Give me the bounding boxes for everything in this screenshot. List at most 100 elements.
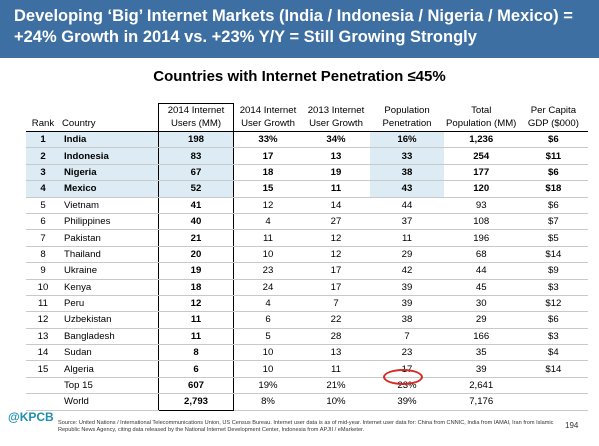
cell-pop: 30 <box>444 295 519 313</box>
table-row: 7 Pakistan 21 11 12 11 196 $5 <box>26 229 589 247</box>
cell-rank: 15 <box>26 360 60 378</box>
cell-g13: 21% <box>302 376 370 395</box>
cell-rank: 8 <box>26 246 60 264</box>
cell-label: Top 15 <box>60 376 159 395</box>
cell-gdp: $14 <box>518 360 589 378</box>
cell-country: Thailand <box>60 246 159 264</box>
cell-pen: 33 <box>370 147 444 165</box>
cell-gdp: $9 <box>518 262 589 280</box>
cell-rank: 6 <box>26 213 60 231</box>
col-rank: Rank <box>26 103 60 132</box>
cell-gdp: $7 <box>518 213 589 231</box>
col-population: Total Population (MM) <box>444 103 519 132</box>
col-gdp: Per Capita GDP ($000) <box>518 103 589 132</box>
cell-rank: 4 <box>26 180 60 198</box>
slide-title: Developing ‘Big’ Internet Markets (India… <box>0 0 599 58</box>
cell-gdp: $18 <box>518 180 589 198</box>
col-country: Country <box>60 103 159 132</box>
cell-pop: 68 <box>444 246 519 264</box>
table-title: Countries with Internet Penetration ≤45% <box>153 68 446 85</box>
cell-pen: 7 <box>370 328 444 346</box>
cell-pen: 38 <box>370 164 444 182</box>
col-users: 2014 Internet Users (MM) <box>158 103 234 132</box>
cell-rank: 1 <box>26 131 60 149</box>
table-row: 14 Sudan 8 10 13 23 35 $4 <box>26 344 589 362</box>
cell-ug: 15 <box>233 180 302 198</box>
table-row: 10 Kenya 18 24 17 39 45 $3 <box>26 279 589 296</box>
cell-g13: 34% <box>302 131 370 149</box>
table-row: 3 Nigeria 67 18 19 38 177 $6 <box>26 164 589 182</box>
cell-pop: 29 <box>444 311 519 329</box>
cell-pen: 44 <box>370 197 444 214</box>
cell-ug: 8% <box>233 393 302 411</box>
totals-row: World 2,793 8% 10% 39% 7,176 <box>26 393 589 411</box>
cell-pop: 44 <box>444 262 519 280</box>
cell-g13: 17 <box>302 262 370 280</box>
cell-users: 18 <box>158 279 234 296</box>
cell-country: Pakistan <box>60 229 159 247</box>
cell-ug: 18 <box>233 164 302 182</box>
cell-g13: 19 <box>302 164 370 182</box>
cell-pen: 38 <box>370 311 444 329</box>
cell-empty <box>26 376 60 395</box>
cell-country: Uzbekistan <box>60 311 159 329</box>
cell-gdp: $6 <box>518 164 589 182</box>
cell-gdp: $12 <box>518 295 589 313</box>
cell-country: Algeria <box>60 360 159 378</box>
cell-g13: 11 <box>302 180 370 198</box>
cell-ug: 23 <box>233 262 302 280</box>
cell-g13: 14 <box>302 197 370 214</box>
cell-country: Sudan <box>60 344 159 362</box>
cell-users: 11 <box>158 328 234 346</box>
cell-pen: 23 <box>370 344 444 362</box>
cell-g13: 22 <box>302 311 370 329</box>
cell-pop: 39 <box>444 360 519 378</box>
cell-gdp: $6 <box>518 197 589 214</box>
cell-empty <box>26 393 60 411</box>
table-row: 13 Bangladesh 11 5 28 7 166 $3 <box>26 328 589 346</box>
cell-g13: 13 <box>302 147 370 165</box>
cell-country: Bangladesh <box>60 328 159 346</box>
cell-users: 607 <box>158 376 234 395</box>
cell-users: 20 <box>158 246 234 264</box>
cell-pop: 196 <box>444 229 519 247</box>
highlight-circle <box>383 369 423 385</box>
cell-ug: 19% <box>233 376 302 395</box>
cell-ug: 33% <box>233 131 302 149</box>
cell-gdp: $6 <box>518 131 589 149</box>
table-header-row: Rank Country 2014 Internet Users (MM) 201… <box>26 103 589 132</box>
cell-users: 2,793 <box>158 393 234 411</box>
table-row: 12 Uzbekistan 11 6 22 38 29 $6 <box>26 311 589 329</box>
table-row: 2 Indonesia 83 17 13 33 254 $11 <box>26 147 589 165</box>
cell-gdp: $5 <box>518 229 589 247</box>
cell-gdp <box>518 393 589 411</box>
cell-pop: 7,176 <box>444 393 519 411</box>
cell-gdp: $3 <box>518 279 589 296</box>
cell-pen: 39% <box>370 393 444 411</box>
cell-ug: 5 <box>233 328 302 346</box>
cell-ug: 10 <box>233 344 302 362</box>
cell-country: Philippines <box>60 213 159 231</box>
cell-country: Ukraine <box>60 262 159 280</box>
table-row: 6 Philippines 40 4 27 37 108 $7 <box>26 213 589 231</box>
internet-markets-table: Rank Country 2014 Internet Users (MM) 201… <box>26 103 589 411</box>
cell-rank: 3 <box>26 164 60 182</box>
table-row: 4 Mexico 52 15 11 43 120 $18 <box>26 180 589 198</box>
cell-pop: 254 <box>444 147 519 165</box>
cell-pop: 120 <box>444 180 519 198</box>
cell-gdp: $3 <box>518 328 589 346</box>
source-footnote: Source: United Nations / International T… <box>58 420 554 434</box>
cell-country: Nigeria <box>60 164 159 182</box>
cell-pop: 1,236 <box>444 131 519 149</box>
cell-pen: 16% <box>370 131 444 149</box>
cell-pop: 45 <box>444 279 519 296</box>
cell-pop: 93 <box>444 197 519 214</box>
cell-pen: 43 <box>370 180 444 198</box>
cell-pen: 39 <box>370 279 444 296</box>
cell-label: World <box>60 393 159 411</box>
cell-rank: 14 <box>26 344 60 362</box>
cell-g13: 11 <box>302 360 370 378</box>
cell-ug: 11 <box>233 229 302 247</box>
cell-users: 40 <box>158 213 234 231</box>
totals-row: Top 15 607 19% 21% 23% 2,641 <box>26 376 589 395</box>
